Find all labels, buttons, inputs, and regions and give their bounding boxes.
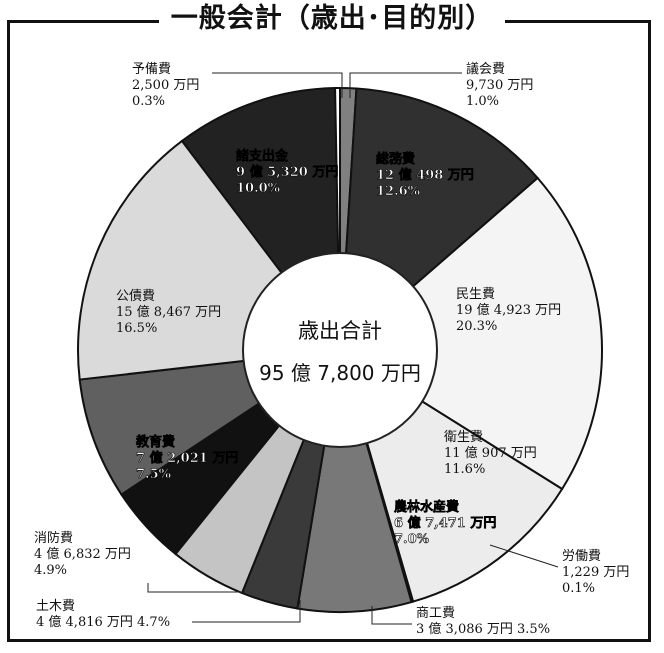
leader-line-12 (212, 72, 343, 98)
slice-label-2-line-0: 民生費 (456, 287, 495, 302)
slice-label-11-line-0: 諸支出金 (236, 148, 289, 164)
slice-label-4-line-0: 労働費 (562, 549, 601, 564)
slice-label-4-line-1: 1,229 万円 (562, 565, 629, 580)
slice-label-9-line-1: 7 億 2,021 万円 (136, 450, 238, 466)
slice-label-12-line-0: 予備費 (132, 61, 171, 77)
slice-label-0-line-0: 議会費 (466, 62, 505, 77)
slice-label-8-line-2: 4.9% (34, 563, 67, 578)
slice-label-2-line-1: 19 億 4,923 万円 (456, 302, 561, 318)
slice-label-10-line-1: 15 億 8,467 万円 (116, 304, 221, 320)
center-total: 95 億 7,800 万円 (259, 361, 421, 385)
slice-label-3-line-2: 11.6% (444, 462, 485, 477)
slice-label-5-line-2: 7.0% (394, 532, 430, 547)
slice-label-8-line-0: 消防費 (34, 530, 73, 546)
leader-line-4 (489, 544, 559, 568)
slice-label-8-line-1: 4 億 6,832 万円 (34, 546, 131, 562)
leader-line-0 (349, 72, 462, 98)
pie-slice-2 (338, 176, 603, 491)
leader-line-7 (192, 600, 301, 623)
slice-label-12-line-1: 2,500 万円 (132, 78, 199, 93)
slice-label-7-line-1: 4 億 4,816 万円 4.7% (36, 614, 170, 630)
chart-title: 一般会計（歳出･目的別） (158, 0, 506, 38)
slice-label-2-line-2: 20.3% (456, 319, 497, 334)
slice-label-0-line-1: 9,730 万円 (466, 78, 533, 93)
leader-line-8 (147, 583, 245, 593)
slice-label-9-line-2: 7.5% (136, 467, 172, 482)
center-label: 歳出合計 (298, 319, 382, 343)
slice-label-9-line-0: 教育費 (135, 434, 175, 450)
slice-label-1-line-0: 総務費 (376, 151, 415, 167)
slice-label-11-line-2: 10.0% (236, 181, 281, 196)
slice-label-3-line-1: 11 億 907 万円 (444, 445, 537, 461)
slice-label-6-line-0: 商工費 (416, 606, 455, 621)
slice-label-1-line-1: 12 億 498 万円 (376, 167, 474, 183)
slice-label-7-line-0: 土木費 (36, 599, 75, 614)
slice-label-6-line-1: 3 億 3,086 万円 3.5% (416, 621, 550, 637)
slice-label-0-line-2: 1.0% (466, 94, 499, 109)
slice-label-11-line-1: 9 億 5,320 万円 (236, 164, 338, 180)
slice-label-5-line-1: 6 億 7,471 万円 (394, 515, 496, 531)
slice-label-5-line-0: 農林水産費 (394, 499, 459, 515)
slice-label-4-line-2: 0.1% (562, 581, 595, 596)
slice-label-1-line-2: 12.6% (376, 184, 421, 199)
leader-line-6 (371, 606, 412, 625)
slice-label-3-line-0: 衛生費 (444, 430, 483, 445)
slice-label-10-line-0: 公債費 (116, 289, 155, 304)
center-hole (242, 252, 438, 448)
chart-title-wrap: 一般会計（歳出･目的別） (0, 0, 664, 38)
slice-label-12-line-2: 0.3% (132, 94, 165, 109)
slice-label-10-line-2: 16.5% (116, 321, 157, 336)
